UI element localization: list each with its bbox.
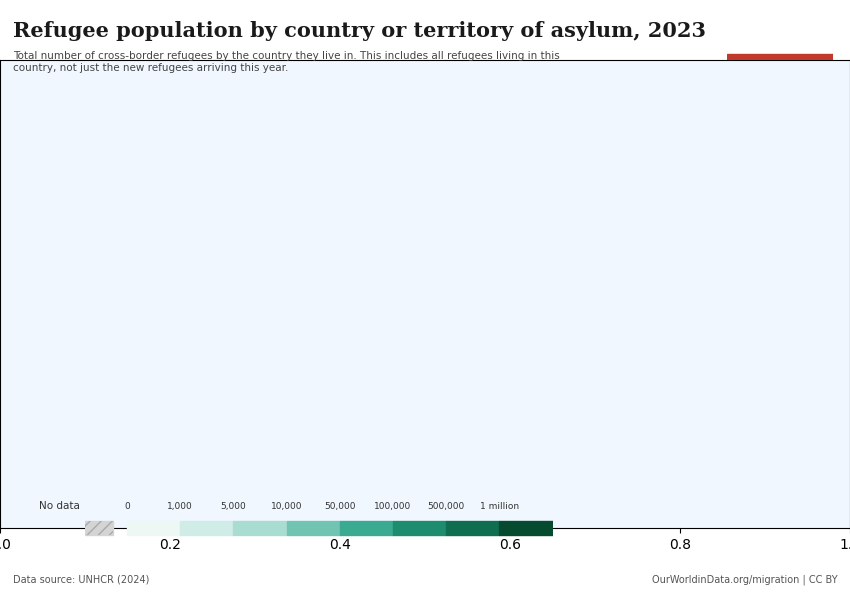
Text: Our World: Our World [752, 23, 808, 32]
Text: Data source: UNHCR (2024): Data source: UNHCR (2024) [13, 575, 149, 585]
Text: 10,000: 10,000 [271, 502, 303, 511]
Text: 1 million: 1 million [479, 502, 518, 511]
Text: 500,000: 500,000 [428, 502, 465, 511]
Text: Total number of cross-border refugees by the country they live in. This includes: Total number of cross-border refugees by… [13, 51, 559, 73]
Bar [85, 521, 113, 535]
Bar [127, 521, 180, 535]
Bar [85, 521, 113, 535]
Text: 1,000: 1,000 [167, 502, 193, 511]
Bar [286, 521, 340, 535]
Text: in Data: in Data [760, 36, 800, 46]
Bar [727, 53, 833, 60]
Text: OurWorldinData.org/migration | CC BY: OurWorldinData.org/migration | CC BY [652, 575, 837, 585]
Bar [446, 521, 499, 535]
Text: 100,000: 100,000 [374, 502, 411, 511]
Bar [393, 521, 446, 535]
Text: 50,000: 50,000 [324, 502, 355, 511]
Bar [180, 521, 234, 535]
Bar [234, 521, 286, 535]
Bar [340, 521, 393, 535]
Text: 5,000: 5,000 [220, 502, 246, 511]
Text: No data: No data [39, 502, 80, 511]
Text: Refugee population by country or territory of asylum, 2023: Refugee population by country or territo… [13, 21, 706, 41]
Bar [499, 521, 552, 535]
Text: 0: 0 [124, 502, 130, 511]
